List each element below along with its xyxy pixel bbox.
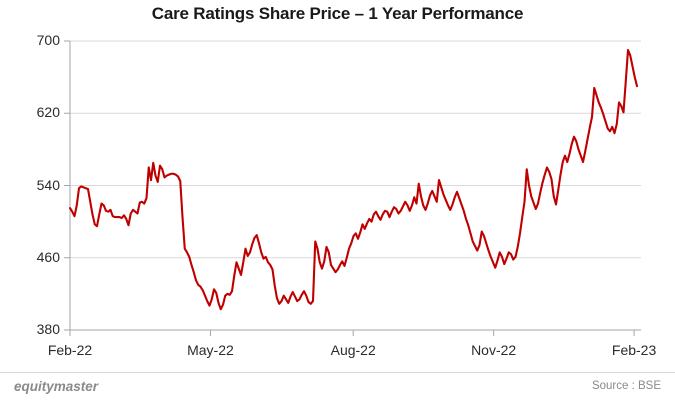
x-axis-tick-label: Aug-22 — [330, 342, 376, 358]
x-axis-tick-label: Nov-22 — [471, 342, 517, 358]
price-line-series — [68, 48, 639, 311]
gridlines-group — [70, 40, 641, 259]
x-axis-tick-label: Feb-23 — [611, 342, 657, 358]
chart-title: Care Ratings Share Price – 1 Year Perfor… — [151, 4, 524, 23]
y-axis-ticks — [64, 40, 70, 331]
footer-divider — [0, 372, 675, 373]
source-note: Source : BSE — [591, 380, 661, 392]
x-axis-tick-label: May-22 — [187, 342, 234, 358]
y-axis-tick-label: 620 — [36, 104, 60, 121]
y-axis-tick-label: 700 — [36, 32, 60, 48]
equitymaster-logo: equitymaster — [14, 379, 99, 394]
x-axis-tick-label: Feb-22 — [47, 342, 93, 358]
y-axis-tick-label: 460 — [36, 248, 60, 265]
x-axis-ticks — [69, 330, 635, 336]
y-axis-tick-label: 540 — [36, 176, 60, 193]
y-axis-tick-label: 380 — [36, 321, 60, 337]
